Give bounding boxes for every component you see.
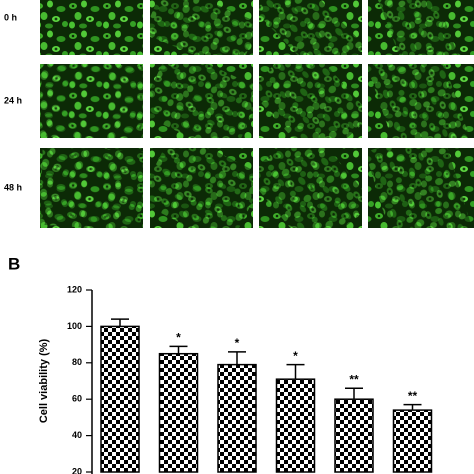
micrograph-grid: 0 h 24 h 48 h <box>4 0 474 228</box>
bar <box>100 325 140 473</box>
significance-mark: * <box>176 331 181 345</box>
micrograph-clip <box>40 148 143 228</box>
bar <box>217 363 257 473</box>
bar <box>334 398 374 473</box>
micrograph-texture <box>259 64 362 138</box>
micrograph-clip <box>150 0 253 55</box>
micrograph-texture <box>259 0 362 55</box>
micrograph-clip <box>40 0 143 55</box>
micrograph-texture <box>150 0 253 55</box>
micrograph-clip <box>368 64 472 138</box>
micrograph-clip <box>259 64 362 138</box>
micrograph-texture <box>368 64 472 138</box>
y-tick-label: 80 <box>72 357 82 367</box>
row-label: 24 h <box>4 95 22 105</box>
micrograph-clip <box>150 148 253 228</box>
micrograph-texture <box>40 0 143 55</box>
significance-mark: ** <box>349 372 359 386</box>
y-tick-label: 120 <box>67 284 82 294</box>
micrograph-texture <box>368 148 473 228</box>
micrograph-clip <box>374 0 464 55</box>
micrograph-texture <box>374 0 464 55</box>
micrograph-clip <box>40 64 143 138</box>
micrograph-texture <box>40 148 143 228</box>
bar <box>158 352 199 473</box>
micrograph-texture <box>150 64 253 138</box>
y-tick-label: 60 <box>72 394 82 404</box>
significance-mark: * <box>293 349 298 363</box>
micrograph-clip <box>150 64 253 138</box>
row-label: 48 h <box>4 182 22 192</box>
y-axis-label: Cell viability (%) <box>38 338 50 423</box>
row-label: 0 h <box>4 12 17 22</box>
micrograph-texture <box>259 148 362 228</box>
significance-mark: * <box>235 336 240 350</box>
y-tick-label: 40 <box>72 430 82 440</box>
micrograph-texture <box>40 64 143 138</box>
y-tick-label: 20 <box>72 466 82 474</box>
micrograph-clip <box>259 0 362 55</box>
micrograph-clip <box>368 148 473 228</box>
bar <box>392 409 433 473</box>
panel-label: B <box>8 254 20 273</box>
significance-mark: ** <box>408 389 418 403</box>
bar <box>275 378 316 473</box>
micrograph-texture <box>150 148 253 228</box>
micrograph-clip <box>259 148 362 228</box>
y-tick-label: 100 <box>67 321 82 331</box>
